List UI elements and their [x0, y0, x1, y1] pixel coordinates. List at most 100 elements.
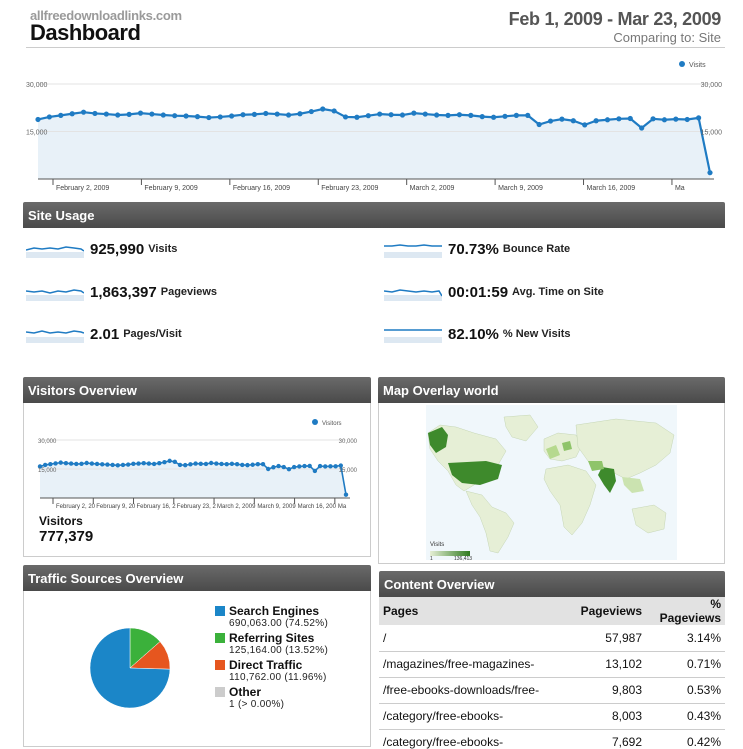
table-row: /magazines/free-magazines- 13,102 0.71% — [379, 651, 725, 678]
data-point — [146, 461, 152, 466]
table-row: /category/free-ebooks- 7,692 0.42% — [379, 729, 725, 749]
legend-label: Direct Traffic — [229, 658, 303, 672]
data-point — [276, 463, 281, 469]
data-point — [490, 114, 497, 120]
metric-label: Bounce Rate — [502, 243, 571, 255]
data-point — [251, 111, 258, 117]
x-tick-label: February 23, 2 — [177, 504, 217, 510]
data-point — [58, 460, 63, 465]
data-point — [266, 466, 271, 472]
traffic-sources-header[interactable]: Traffic Sources Overview — [23, 565, 371, 591]
traffic-pie-chart — [89, 627, 171, 709]
data-point — [172, 459, 178, 465]
data-point — [217, 114, 223, 120]
content-overview-header[interactable]: Content Overview — [379, 571, 725, 597]
sparkline — [384, 289, 442, 301]
metric-pageviews[interactable]: 1,863,397 Pageviews — [26, 283, 217, 301]
legend-label: Other — [229, 685, 262, 699]
metric-visits[interactable]: 925,990 Visits — [26, 240, 177, 258]
pageviews-cell: 57,987 — [564, 625, 646, 652]
data-point — [92, 110, 98, 117]
data-point — [255, 461, 261, 467]
data-point — [263, 110, 269, 117]
x-tick-label: February 9, 20 — [96, 504, 136, 510]
data-point — [297, 111, 303, 117]
world-map[interactable]: Visits 1 136,413 — [426, 405, 677, 562]
page-link[interactable]: /category/free-ebooks- — [379, 729, 564, 749]
metric-avg-time[interactable]: 00:01:59 Avg. Time on Site — [384, 283, 604, 301]
data-point — [570, 118, 576, 124]
legend-detail: 110,762.00 (11.96%) — [229, 672, 327, 683]
data-point — [536, 121, 542, 128]
data-point — [183, 113, 189, 119]
data-point — [206, 114, 212, 121]
metric-value: 00:01:59 — [448, 283, 509, 301]
metric-new-visits[interactable]: 82.10% % New Visits — [384, 325, 571, 343]
data-point — [422, 111, 428, 117]
percent-cell: 0.71% — [646, 651, 725, 678]
map-scale-bar — [430, 551, 470, 556]
legend-detail: 690,063.00 (74.52%) — [229, 618, 329, 629]
data-point — [198, 461, 203, 466]
map-overlay-header[interactable]: Map Overlay world — [378, 377, 725, 403]
data-point — [331, 108, 337, 114]
data-point — [320, 106, 326, 112]
x-tick-label: March 9, 2009 — [498, 185, 543, 192]
data-point — [502, 113, 508, 119]
data-point — [274, 111, 280, 117]
metric-value: 1,863,397 — [90, 283, 157, 301]
data-point — [547, 118, 554, 124]
legend-referring-sites[interactable]: Referring Sites — [215, 631, 314, 645]
pageviews-cell: 9,803 — [564, 677, 646, 704]
page-link[interactable]: /free-ebooks-downloads/free- — [379, 677, 564, 704]
table-row: / 57,987 3.14% — [379, 625, 725, 652]
data-point — [328, 464, 333, 469]
legend-swatch — [215, 633, 225, 643]
metric-bounce-rate[interactable]: 70.73% Bounce Rate — [384, 240, 570, 258]
visitors-value: 777,379 — [39, 528, 94, 545]
data-point — [203, 461, 209, 467]
data-point — [616, 116, 622, 122]
data-point — [89, 461, 95, 466]
data-point — [479, 114, 485, 120]
x-tick-label: February 2, 2009 — [56, 185, 109, 192]
site-name: allfreedownloadlinks.com — [30, 8, 182, 23]
legend-other[interactable]: Other — [215, 685, 261, 699]
data-point — [219, 461, 224, 467]
metric-pages-per-visit[interactable]: 2.01 Pages/Visit — [26, 325, 182, 343]
comparing-label: Comparing to: Site — [613, 30, 721, 45]
metric-label: Pageviews — [160, 286, 217, 298]
visitors-label: Visitors — [39, 514, 83, 528]
data-point — [79, 461, 84, 466]
data-point — [229, 113, 235, 119]
percent-cell: 3.14% — [646, 625, 725, 652]
legend-direct-traffic[interactable]: Direct Traffic — [215, 658, 302, 672]
page-link[interactable]: /category/free-ebooks- — [379, 703, 564, 730]
page-link[interactable]: /magazines/free-magazines- — [379, 651, 564, 678]
pageviews-cell: 8,003 — [564, 703, 646, 730]
x-tick-label: Ma — [338, 504, 347, 510]
visitors-overview-header[interactable]: Visitors Overview — [23, 377, 371, 403]
page-link[interactable]: / — [379, 625, 564, 652]
data-point — [302, 463, 307, 469]
metric-label: % New Visits — [502, 328, 571, 340]
y-tick-label: 15,000 — [26, 130, 48, 137]
data-point — [297, 464, 302, 469]
date-range[interactable]: Feb 1, 2009 - Mar 23, 2009 — [508, 9, 722, 29]
legend-label: Search Engines — [229, 604, 320, 618]
y-tick-label: 30,000 — [26, 82, 48, 89]
data-point — [582, 122, 588, 128]
data-point — [149, 111, 155, 117]
x-tick-label: February 16, 2009 — [233, 185, 290, 192]
data-point — [183, 462, 188, 468]
y-tick-label: 30,000 — [38, 439, 57, 445]
metric-label: Visits — [148, 243, 178, 255]
data-point — [434, 112, 440, 118]
x-tick-label: March 16, 2009 — [587, 185, 636, 192]
legend-search-engines[interactable]: Search Engines — [215, 604, 319, 618]
data-point — [342, 114, 349, 120]
data-point — [604, 117, 611, 123]
data-point — [63, 461, 69, 466]
sparkline — [384, 329, 442, 343]
data-point — [68, 461, 74, 466]
